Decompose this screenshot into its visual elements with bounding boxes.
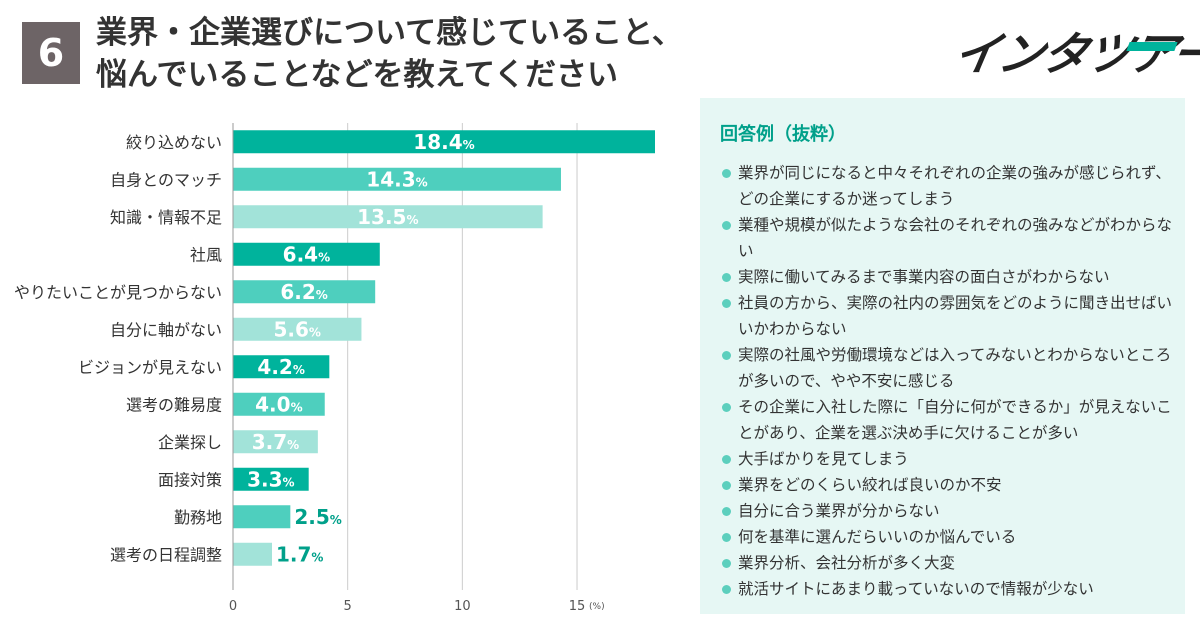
x-tick-label: 15 [569,599,586,614]
category-label: 絞り込めない [126,133,222,152]
category-label: 企業探し [158,433,222,452]
category-label: 勤務地 [174,508,222,527]
answer-item: 大手ばかりを見てしまう [720,446,1172,472]
value-label: 2.5% [294,505,341,529]
value-suffix: % [330,513,342,527]
value-suffix: % [287,438,299,452]
value-suffix: % [309,325,321,339]
bar [233,430,318,454]
category-label: 自身とのマッチ [110,170,222,189]
value-suffix: % [283,475,295,489]
bar [233,167,561,191]
value-suffix: % [293,363,305,377]
x-tick-label: 5 [344,599,352,614]
answer-item: 業界をどのくらい絞れば良いのか不安 [720,472,1172,498]
value-suffix: % [406,213,418,227]
value-label: 1.7% [276,542,323,566]
answer-item: 社員の方から、実際の社内の雰囲気をどのように聞き出せばいいかわからない [720,290,1172,342]
answer-examples-panel: 回答例（抜粋） 業界が同じになると中々それぞれの企業の強みが感じられず、どの企業… [700,98,1185,614]
x-tick-label: 0 [229,599,237,614]
category-label: 選考の難易度 [126,395,222,414]
value-suffix: % [318,250,330,264]
bar-chart-svg: 0 5 10 15 (%)絞り込めない 18.4%自身とのマッチ 14.3%知識・情報不足 1… [14,123,655,614]
answer-item: 就活サイトにあまり載っていないので情報が少ない [720,576,1172,602]
x-unit-label: (%) [589,602,605,612]
answer-item: 実際に働いてみるまで事業内容の面白さがわからない [720,264,1172,290]
brand-logo: インタツアー [949,27,1200,81]
value-suffix: % [416,175,428,189]
answer-item: その企業に入社した際に「自分に何ができるか」が見えないことがあり、企業を選ぶ決め… [720,394,1172,446]
bar [233,542,272,566]
question-number-badge: 6 [22,22,80,84]
bar [233,467,309,491]
answer-item: 業界分析、会社分析が多く大変 [720,550,1172,576]
bar [233,355,330,379]
bar [233,280,376,304]
x-tick-label: 10 [454,599,471,614]
bar [233,205,543,229]
panel-title: 回答例（抜粋） [720,124,846,145]
value-suffix: % [316,288,328,302]
page-title: 業界・企業選びについて感じていること、 悩んでいることなどを教えてください [96,12,683,96]
category-label: 知識・情報不足 [110,208,222,227]
value-suffix: % [291,400,303,414]
answer-item: 自分に合う業界が分からない [720,498,1172,524]
bar [233,130,655,154]
bar [233,317,362,341]
value-suffix: % [463,138,475,152]
category-label: 社風 [190,245,222,264]
category-label: 自分に軸がない [110,320,222,339]
category-label: やりたいことが見つからない [14,283,222,302]
answer-item: 何を基準に選んだらいいのか悩んでいる [720,524,1172,550]
answer-list: 業界が同じになると中々それぞれの企業の強みが感じられず、どの企業にするか迷ってし… [720,160,1172,602]
brand-logo-bar [1126,42,1178,51]
title-line-1: 業界・企業選びについて感じていること、 [96,15,683,51]
category-label: ビジョンが見えない [78,358,222,377]
value-label: 3.7% [252,430,299,454]
answer-item: 業界が同じになると中々それぞれの企業の強みが感じられず、どの企業にするか迷ってし… [720,160,1172,212]
bar [233,505,291,529]
category-label: 面接対策 [158,470,222,489]
bar [233,242,380,266]
answer-item: 実際の社風や労働環境などは入ってみないとわからないところが多いので、やや不安に感… [720,342,1172,394]
bar [233,392,325,416]
bar-chart: 0 5 10 15 (%) 絞り込めない 18.4% 自身とのマッチ 14.3% 知識・情報不足 1… [14,123,655,614]
value-label: 4.2% [257,355,304,379]
answer-item: 業種や規模が似たような会社のそれぞれの強みなどがわからない [720,212,1172,264]
category-label: 選考の日程調整 [110,545,222,564]
value-suffix: % [311,550,323,564]
title-line-2: 悩んでいることなどを教えてください [96,57,619,93]
